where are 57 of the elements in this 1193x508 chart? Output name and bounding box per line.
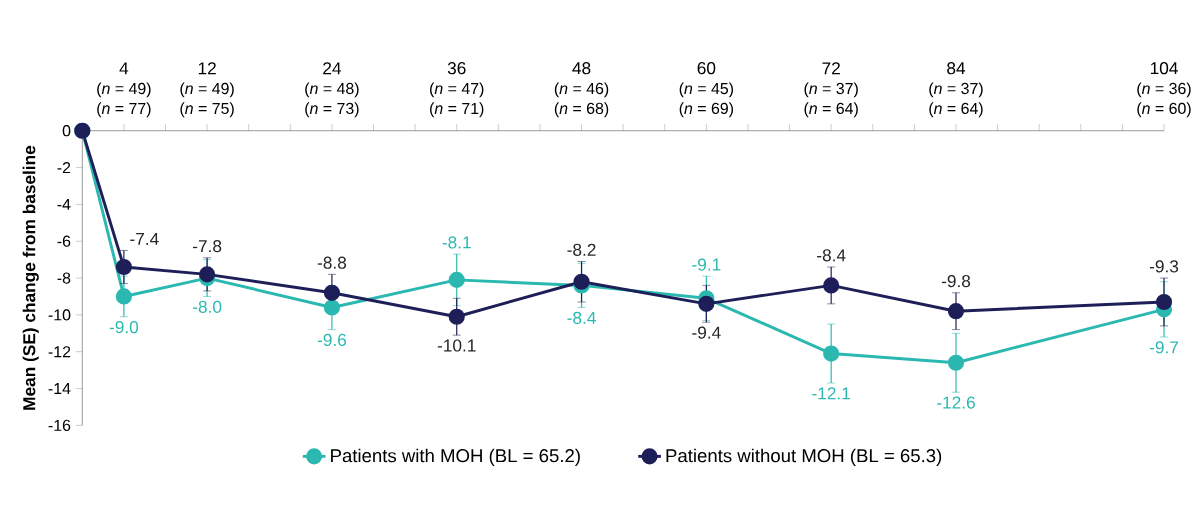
text: (n = 71) [430,102,484,118]
y-tick-label: -4 [57,199,71,211]
x-tick-label: 12 [198,62,216,75]
data-label: -12.6 [937,396,975,409]
data-label: -8.4 [817,249,846,262]
x-tick-label: 36 [447,62,466,75]
text: (n = 75) [180,102,234,118]
text: (n = 60) [1137,102,1191,118]
x-tick-label: 104 [1150,62,1178,75]
text: (n = 37) [804,82,858,98]
y-tick-label: -8 [57,272,71,284]
text: (n = 46) [554,82,609,98]
text: (n = 49) [97,82,151,98]
data-label: -8.0 [193,300,222,314]
text: (n = 37) [929,82,983,98]
x-tick-label: 60 [697,62,716,75]
data-label: -8.2 [567,243,596,257]
y-tick-label: -10 [48,309,71,321]
text: (n = 77) [97,102,151,118]
text: (n = 45) [679,82,734,98]
data-label: -9.1 [692,258,721,271]
data-label: -9.7 [1149,341,1178,354]
text: (n = 68) [554,102,609,118]
text: (n = 49) [180,82,234,98]
text: (n = 64) [929,102,983,118]
y-tick-label: -2 [57,162,71,174]
data-label: -12.1 [812,387,850,400]
data-label: -8.8 [317,256,347,269]
data-label: -8.1 [442,236,471,249]
y-tick-label: -16 [48,419,71,432]
text: (n = 36) [1137,82,1191,98]
data-label: -9.0 [109,321,139,334]
legend-label: Patients with MOH (BL = 65.2) [331,448,580,467]
x-tick-label: 48 [572,62,591,75]
y-tick-label: -6 [57,235,71,248]
x-tick-label: 24 [323,62,342,75]
text: (n = 48) [305,82,359,98]
legend-label: Patients without MOH (BL = 65.3) [666,448,942,467]
data-label: -7.4 [130,233,159,246]
x-tick-label: 72 [822,62,840,75]
y-axis-title: Mean (SE) change from baseline [22,146,39,410]
y-tick-label: -14 [48,383,71,395]
x-tick-label: 4 [119,62,129,75]
data-label: -10.1 [437,339,476,352]
data-label: -9.3 [1149,260,1179,273]
text: (n = 73) [305,102,359,118]
text: (n = 69) [679,102,734,118]
data-label: -9.8 [941,275,971,288]
text: (n = 64) [804,102,858,118]
y-tick-label: 0 [62,125,71,137]
data-label: -9.6 [317,334,347,347]
y-tick-label: -12 [48,346,71,358]
data-label: -9.4 [692,326,721,339]
x-tick-label: 84 [947,62,966,75]
data-label: -7.8 [193,240,222,253]
text: (n = 47) [430,82,484,98]
data-label: -8.4 [567,311,596,325]
